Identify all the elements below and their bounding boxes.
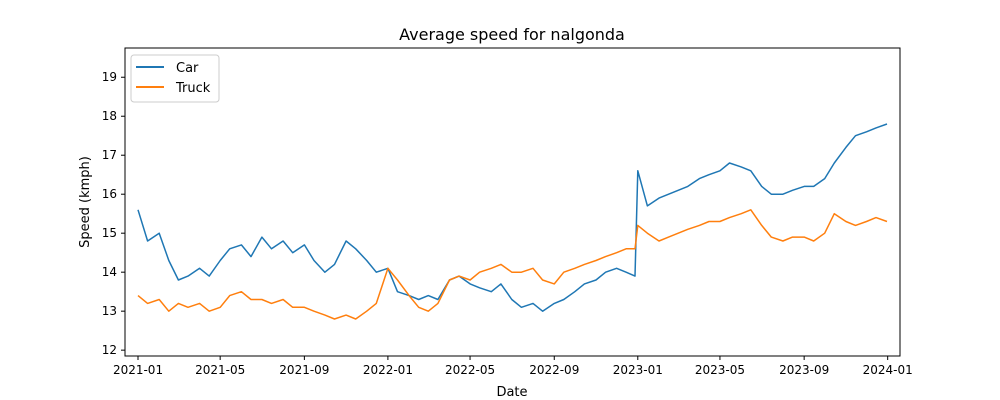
y-tick-label: 18 [102,109,117,123]
x-tick-label: 2024-01 [863,363,913,377]
x-tick-label: 2021-01 [113,363,163,377]
legend: Car Truck [130,54,220,103]
series-layer [137,123,888,320]
x-tick-label: 2022-09 [529,363,579,377]
legend-label-car: Car [176,61,199,76]
x-tick-label: 2023-09 [779,363,829,377]
x-tick-label: 2023-01 [613,363,663,377]
x-axis-label: Date [496,385,527,400]
legend-label-truck: Truck [175,81,211,96]
axes-layer: 2021-01 2021-05 2021-09 2022-01 2022-05 2022-… [102,70,913,377]
series-line-truck [137,209,888,320]
y-tick-label: 13 [102,304,117,318]
x-tick-label: 2022-01 [363,363,413,377]
x-tick-label: 2021-09 [279,363,329,377]
x-tick-label: 2022-05 [445,363,495,377]
x-tick-label: 2021-05 [195,363,245,377]
y-tick-label: 16 [102,187,117,201]
chart-title: Average speed for nalgonda [399,25,625,44]
y-axis-label: Speed (kmph) [78,156,93,248]
y-tick-label: 12 [102,343,117,357]
plot-frame [124,47,901,357]
y-tick-label: 17 [102,148,117,162]
y-tick-label: 14 [102,265,117,279]
y-tick-label: 19 [102,70,117,84]
y-tick-label: 15 [102,226,117,240]
series-line-car [137,123,888,312]
x-tick-label: 2023-05 [695,363,745,377]
